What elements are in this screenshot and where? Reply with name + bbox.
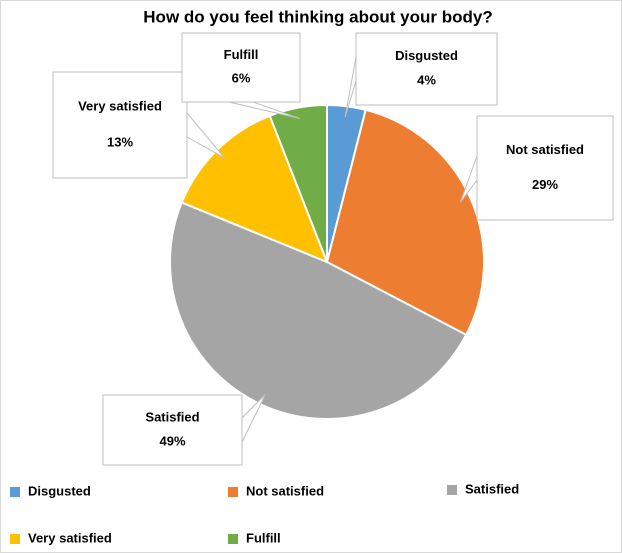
data-label-name: Very satisfied [78, 98, 162, 113]
data-label-value: 4% [417, 73, 436, 88]
data-label-value: 29% [532, 177, 558, 192]
legend-label: Disgusted [28, 483, 91, 498]
legend-label: Satisfied [465, 481, 519, 496]
legend-swatch [228, 487, 238, 497]
legend-label: Very satisfied [28, 530, 112, 545]
data-label-value: 13% [107, 134, 133, 149]
callout-box [476, 115, 614, 221]
legend-swatch [10, 534, 20, 544]
legend: Disgusted Not satisfied Satisfied Very sati… [10, 481, 519, 545]
pie-slice [268, 103, 328, 263]
data-label-value: 49% [159, 433, 185, 448]
legend-label: Fulfill [246, 530, 281, 545]
pie-slice [325, 108, 485, 337]
data-label-name: Disgusted [395, 48, 458, 63]
callout-box [102, 394, 243, 466]
callout-box [52, 71, 188, 179]
data-label-name: Satisfied [145, 410, 199, 425]
legend-label: Not satisfied [246, 483, 324, 498]
legend-swatch [228, 534, 238, 544]
callouts: Disgusted 4% Not satisfied 29% Satisfied 49% V… [52, 32, 614, 466]
callout-box [181, 32, 301, 103]
legend-swatch [10, 487, 20, 497]
data-label-name: Not satisfied [506, 142, 584, 157]
callout-box [355, 32, 498, 106]
legend-swatch [447, 485, 457, 495]
data-label-value: 6% [232, 71, 251, 86]
chart-title: How do you feel thinking about your body… [143, 7, 492, 26]
data-label-name: Fulfill [224, 47, 259, 62]
